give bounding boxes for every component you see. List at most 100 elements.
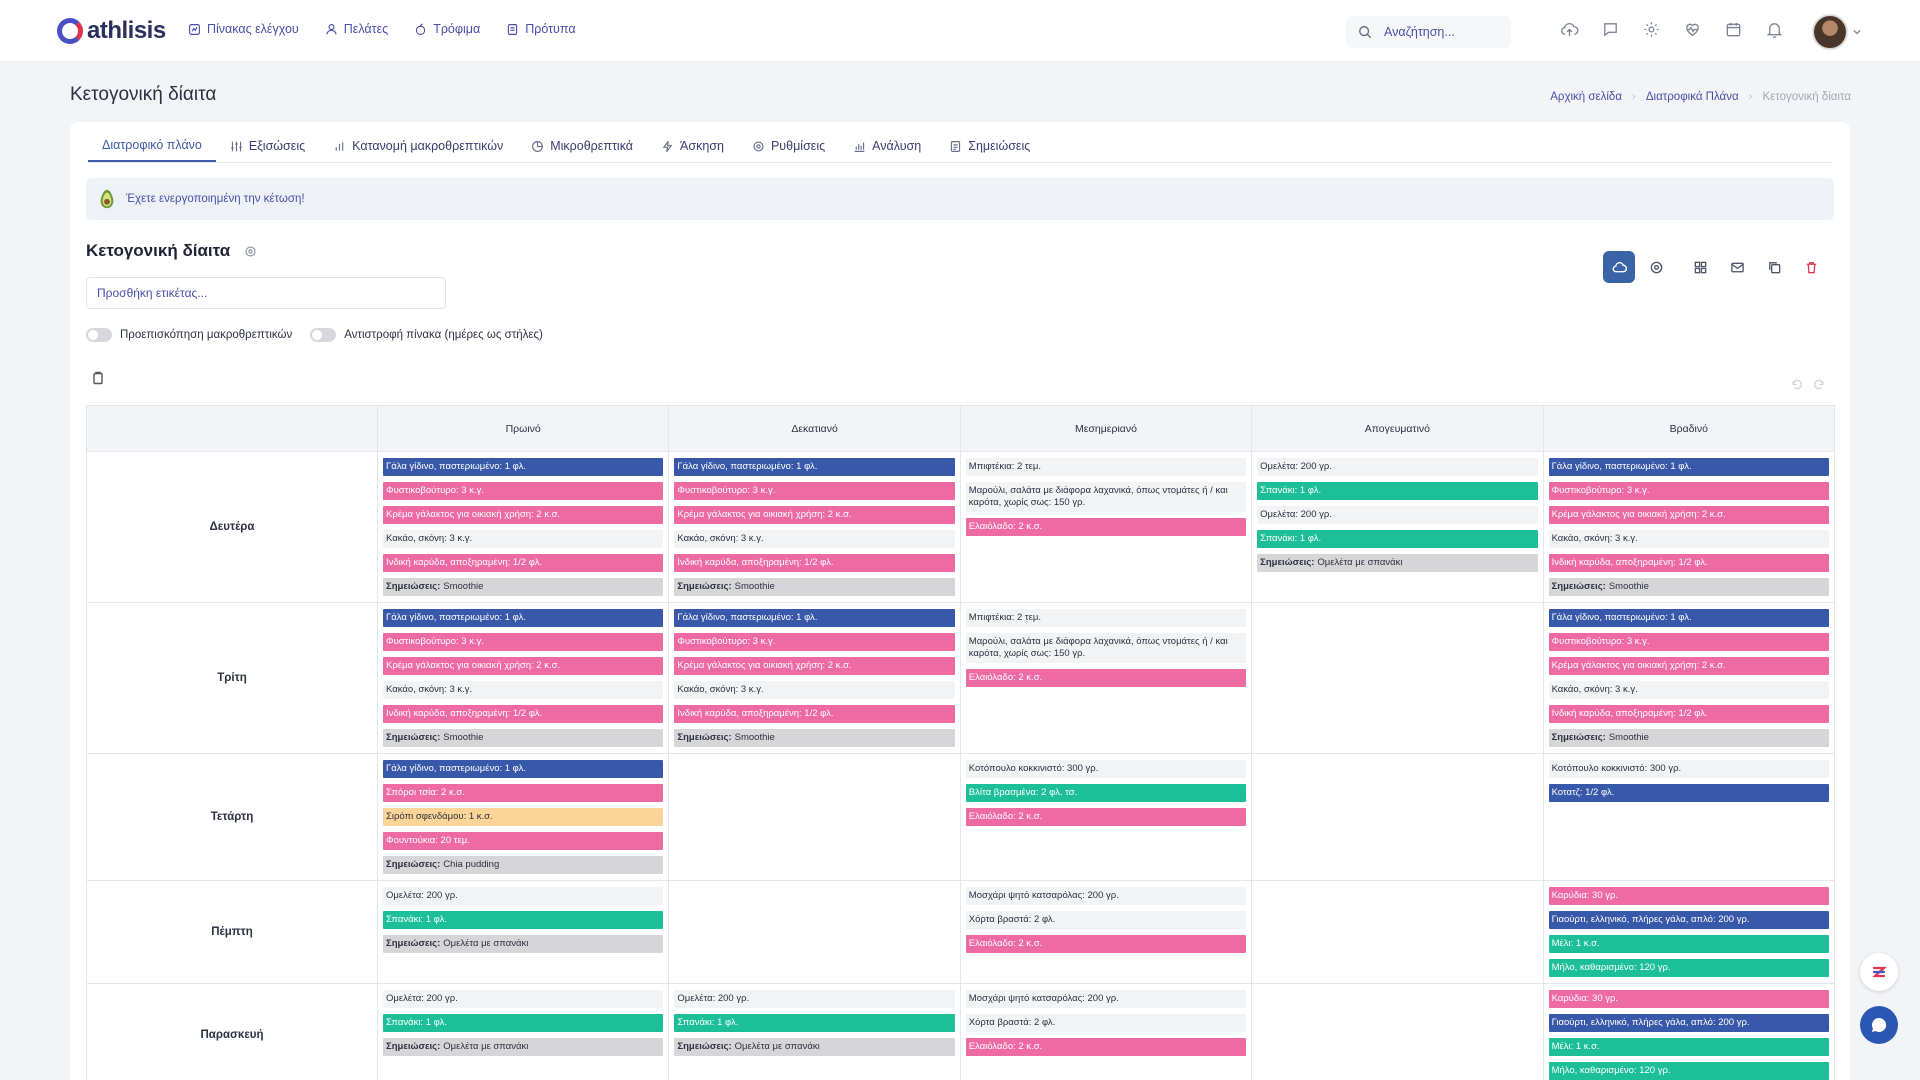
food-entry[interactable]: Ομελέτα: 200 γρ. <box>383 887 664 905</box>
delete-button[interactable] <box>1795 251 1827 283</box>
food-entry[interactable]: Κακάο, σκόνη: 3 κ.γ. <box>1548 530 1829 548</box>
grid-view-button[interactable] <box>1684 251 1716 283</box>
food-entry[interactable]: Κρέμα γάλακτος για οικιακή χρήση: 2 κ.σ. <box>674 657 955 675</box>
meal-note[interactable]: Σημειώσεις: Ομελέτα με σπανάκι <box>674 1038 955 1056</box>
food-entry[interactable]: Ομελέτα: 200 γρ. <box>674 990 955 1008</box>
food-entry[interactable]: Ομελέτα: 200 γρ. <box>1257 506 1538 524</box>
meal-note[interactable]: Σημειώσεις: Smoothie <box>674 729 955 747</box>
meal-cell[interactable]: Ομελέτα: 200 γρ. Σπανάκι: 1 φλ. Σημειώσεις… <box>376 983 670 1080</box>
food-entry[interactable]: Κρέμα γάλακτος για οικιακή χρήση: 2 κ.σ. <box>383 506 664 524</box>
duplicate-button[interactable] <box>1758 251 1790 283</box>
meal-cell[interactable] <box>668 753 961 881</box>
food-entry[interactable]: Μέλι: 1 κ.σ. <box>1548 1038 1829 1056</box>
meal-note[interactable]: Σημειώσεις: Smoothie <box>383 578 664 596</box>
meal-cell[interactable]: Ομελέτα: 200 γρ. Σπανάκι: 1 φλ. Ομελέτα: 2… <box>1251 451 1544 603</box>
settings-icon[interactable] <box>1642 20 1661 39</box>
nav-item-clients[interactable]: Πελάτες <box>325 22 388 36</box>
food-entry[interactable]: Γάλα γίδινο, παστεριωμένο: 1 φλ. <box>674 458 955 476</box>
chevron-down-icon[interactable] <box>1852 27 1862 37</box>
meal-cell[interactable]: Γάλα γίδινο, παστεριωμένο: 1 φλ. Φυστικοβ… <box>668 451 961 603</box>
meal-cell[interactable] <box>668 880 961 984</box>
bell-icon[interactable] <box>1765 20 1784 39</box>
food-entry[interactable]: Κοτατζ: 1/2 φλ. <box>1548 784 1829 802</box>
tag-input[interactable] <box>86 277 446 309</box>
tab-notes[interactable]: Σημειώσεις <box>935 130 1044 162</box>
food-entry[interactable]: Μήλο, καθαρισμένο: 120 γρ. <box>1548 1062 1829 1080</box>
food-entry[interactable]: Κοτόπουλο κοκκινιστό: 300 γρ. <box>965 760 1247 778</box>
food-entry[interactable]: Γάλα γίδινο, παστεριωμένο: 1 φλ. <box>674 609 955 627</box>
food-entry[interactable]: Φουντούκια: 20 τεμ. <box>383 832 664 850</box>
cloud-save-button[interactable] <box>1603 251 1635 283</box>
food-entry[interactable]: Σιρόπι σφενδάμου: 1 κ.σ. <box>383 808 664 826</box>
invert-table-toggle[interactable]: Αντιστροφή πίνακα (ημέρες ως στήλες) <box>310 328 543 342</box>
food-entry[interactable]: Ινδική καρύδα, αποξηραμένη: 1/2 φλ. <box>383 554 664 572</box>
nav-item-templates[interactable]: Πρότυπα <box>506 22 576 36</box>
settings-icon[interactable] <box>244 245 257 258</box>
food-entry[interactable]: Γάλα γίδινο, παστεριωμένο: 1 φλ. <box>1548 609 1829 627</box>
food-entry[interactable]: Φυστικοβούτυρο: 3 κ.γ. <box>1548 482 1829 500</box>
meal-cell[interactable]: Γάλα γίδινο, παστεριωμένο: 1 φλ. Φυστικοβ… <box>1542 451 1835 603</box>
tab-macros[interactable]: Κατανομή μακροθρεπτικών <box>319 130 517 162</box>
food-entry[interactable]: Γάλα γίδινο, παστεριωμένο: 1 φλ. <box>383 760 664 778</box>
meal-note[interactable]: Σημειώσεις: Smoothie <box>383 729 664 747</box>
food-entry[interactable]: Ελαιόλαδο: 2 κ.σ. <box>965 808 1247 826</box>
helper-widget-button[interactable] <box>1860 953 1898 991</box>
tab-diet-plan[interactable]: Διατροφικό πλάνο <box>88 130 216 162</box>
meal-note[interactable]: Σημειώσεις: Smoothie <box>674 578 955 596</box>
toggle-switch[interactable] <box>310 328 337 342</box>
meal-cell[interactable]: Κοτόπουλο κοκκινιστό: 300 γρ. Βλίτα βρασμ… <box>959 753 1253 881</box>
nav-item-dashboard[interactable]: Πίνακας ελέγχου <box>188 22 299 36</box>
food-entry[interactable]: Μπιφτέκια: 2 τεμ. <box>965 609 1247 627</box>
food-entry[interactable]: Μαρούλι, σαλάτα με διάφορα λαχανικά, όπω… <box>965 633 1247 663</box>
meal-cell[interactable] <box>1251 602 1544 754</box>
food-entry[interactable]: Κρέμα γάλακτος για οικιακή χρήση: 2 κ.σ. <box>1548 506 1829 524</box>
food-entry[interactable]: Κρέμα γάλακτος για οικιακή χρήση: 2 κ.σ. <box>674 506 955 524</box>
food-entry[interactable]: Κακάο, σκόνη: 3 κ.γ. <box>383 681 664 699</box>
food-entry[interactable]: Χόρτα βραστά: 2 φλ. <box>965 1014 1247 1032</box>
health-heart-icon[interactable] <box>1683 20 1702 39</box>
food-entry[interactable]: Ινδική καρύδα, αποξηραμένη: 1/2 φλ. <box>383 705 664 723</box>
meal-note[interactable]: Σημειώσεις: Smoothie <box>1548 729 1829 747</box>
food-entry[interactable]: Σπανάκι: 1 φλ. <box>383 911 664 929</box>
meal-note[interactable]: Σημειώσεις: Ομελέτα με σπανάκι <box>383 1038 664 1056</box>
brand-logo[interactable]: athlisis <box>57 17 166 45</box>
email-button[interactable] <box>1721 251 1753 283</box>
meal-cell[interactable]: Μοσχάρι ψητό κατσαρόλας: 200 γρ. Χόρτα βρ… <box>959 983 1253 1080</box>
meal-cell[interactable]: Καρύδια: 30 γρ. Γιαούρτι, ελληνικό, πλήρε… <box>1542 983 1835 1080</box>
food-entry[interactable]: Ομελέτα: 200 γρ. <box>383 990 664 1008</box>
search-input[interactable] <box>1384 25 1504 39</box>
tab-equations[interactable]: Εξισώσεις <box>216 130 319 162</box>
food-entry[interactable]: Κακάο, σκόνη: 3 κ.γ. <box>383 530 664 548</box>
food-entry[interactable]: Γιαούρτι, ελληνικό, πλήρες γάλα, απλό: 2… <box>1548 911 1829 929</box>
food-entry[interactable]: Ελαιόλαδο: 2 κ.σ. <box>965 518 1247 536</box>
cloud-upload-icon[interactable] <box>1560 20 1579 39</box>
meal-cell[interactable]: Κοτόπουλο κοκκινιστό: 300 γρ. Κοτατζ: 1/2… <box>1542 753 1835 881</box>
food-entry[interactable]: Ινδική καρύδα, αποξηραμένη: 1/2 φλ. <box>1548 705 1829 723</box>
food-entry[interactable]: Μέλι: 1 κ.σ. <box>1548 935 1829 953</box>
meal-cell[interactable]: Γάλα γίδινο, παστεριωμένο: 1 φλ. Φυστικοβ… <box>376 451 670 603</box>
food-entry[interactable]: Κρέμα γάλακτος για οικιακή χρήση: 2 κ.σ. <box>383 657 664 675</box>
nav-item-foods[interactable]: Τρόφιμα <box>414 22 480 36</box>
food-entry[interactable]: Φυστικοβούτυρο: 3 κ.γ. <box>1548 633 1829 651</box>
tab-settings[interactable]: Ρυθμίσεις <box>738 130 839 162</box>
meal-note[interactable]: Σημειώσεις: Smoothie <box>1548 578 1829 596</box>
meal-cell[interactable]: Μπιφτέκια: 2 τεμ. Μαρούλι, σαλάτα με διάφ… <box>959 451 1253 603</box>
food-entry[interactable]: Καρύδια: 30 γρ. <box>1548 990 1829 1008</box>
tab-analysis[interactable]: Ανάλυση <box>839 130 935 162</box>
tab-exercise[interactable]: Άσκηση <box>647 130 738 162</box>
food-entry[interactable]: Ελαιόλαδο: 2 κ.σ. <box>965 1038 1247 1056</box>
food-entry[interactable]: Ελαιόλαδο: 2 κ.σ. <box>965 935 1247 953</box>
food-entry[interactable]: Κακάο, σκόνη: 3 κ.γ. <box>674 530 955 548</box>
food-entry[interactable]: Σπόροι τσία: 2 κ.σ. <box>383 784 664 802</box>
calendar-icon[interactable] <box>1724 20 1743 39</box>
food-entry[interactable]: Γάλα γίδινο, παστεριωμένο: 1 φλ. <box>383 609 664 627</box>
meal-cell[interactable] <box>1251 983 1544 1080</box>
food-entry[interactable]: Ελαιόλαδο: 2 κ.σ. <box>965 669 1247 687</box>
breadcrumb-home[interactable]: Αρχική σελίδα <box>1550 91 1622 103</box>
food-entry[interactable]: Σπανάκι: 1 φλ. <box>1257 530 1538 548</box>
food-entry[interactable]: Γάλα γίδινο, παστεριωμένο: 1 φλ. <box>1548 458 1829 476</box>
food-entry[interactable]: Γιαούρτι, ελληνικό, πλήρες γάλα, απλό: 2… <box>1548 1014 1829 1032</box>
meal-cell[interactable]: Γάλα γίδινο, παστεριωμένο: 1 φλ. Φυστικοβ… <box>1542 602 1835 754</box>
meal-cell[interactable]: Ομελέτα: 200 γρ. Σπανάκι: 1 φλ. Σημειώσεις… <box>668 983 961 1080</box>
food-entry[interactable]: Ομελέτα: 200 γρ. <box>1257 458 1538 476</box>
